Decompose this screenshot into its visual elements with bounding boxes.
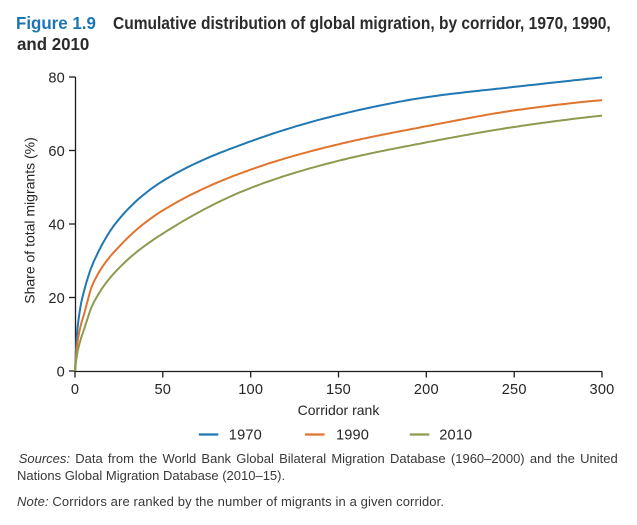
svg-text:20: 20: [48, 291, 65, 307]
svg-text:300: 300: [590, 382, 615, 398]
svg-text:1970: 1970: [229, 427, 262, 443]
svg-text:250: 250: [502, 382, 527, 398]
svg-text:Share of total migrants (%): Share of total migrants (%): [22, 137, 38, 304]
svg-text:40: 40: [48, 217, 65, 233]
svg-text:80: 80: [48, 70, 65, 86]
svg-text:1990: 1990: [336, 427, 369, 443]
svg-text:60: 60: [48, 144, 65, 160]
svg-text:2010: 2010: [439, 427, 472, 443]
svg-text:50: 50: [154, 382, 171, 398]
svg-text:200: 200: [414, 382, 439, 398]
svg-text:100: 100: [238, 382, 263, 398]
svg-text:0: 0: [57, 364, 65, 380]
svg-text:Corridor rank: Corridor rank: [298, 402, 381, 418]
svg-text:150: 150: [326, 382, 351, 398]
svg-text:0: 0: [71, 382, 79, 398]
